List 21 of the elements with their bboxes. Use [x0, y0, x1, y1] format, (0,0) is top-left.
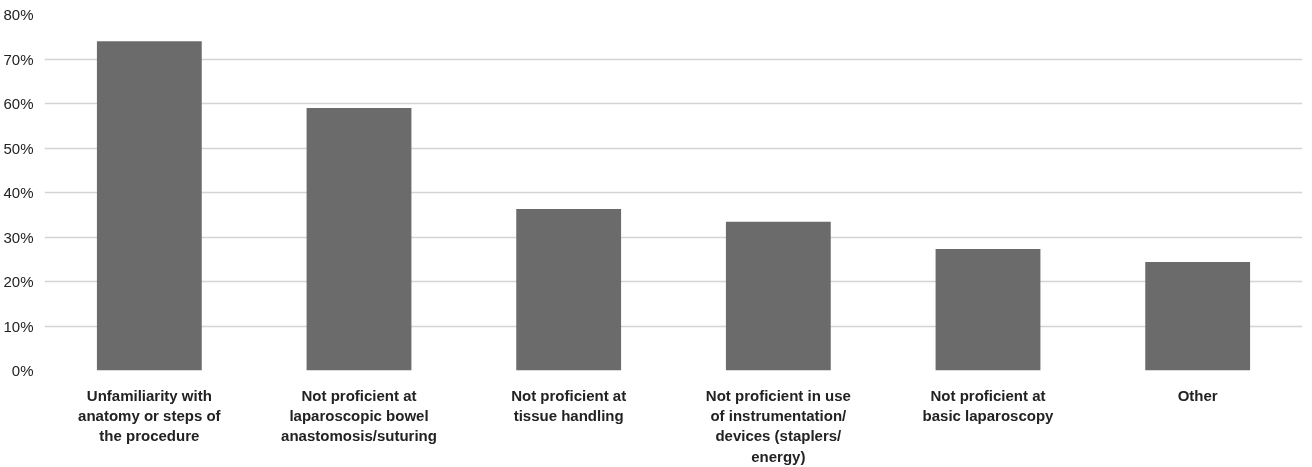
y-tick-label: 60% — [3, 95, 34, 112]
y-tick-label: 70% — [3, 50, 34, 68]
bar — [725, 221, 831, 371]
x-tick-label: Unfamiliarity with anatomy or steps of the procedure — [78, 386, 222, 445]
x-tick-label: Not proficient at basic laparoscopy — [922, 386, 1055, 424]
y-tick-label: 50% — [3, 139, 34, 157]
x-tick-label: Other — [1177, 386, 1218, 404]
bar — [516, 208, 622, 371]
bar — [306, 107, 412, 371]
y-tick-label: 30% — [3, 228, 34, 246]
bar — [935, 249, 1041, 371]
y-tick-label: 0% — [11, 362, 34, 379]
x-tick-label: Not proficient in use of instrumentation/ devices (staplers/ energy) — [705, 386, 851, 465]
y-tick-label: 40% — [3, 184, 34, 201]
y-tick-label: 20% — [3, 273, 34, 290]
x-tick-label: Not proficient at tissue handling — [511, 386, 627, 424]
y-tick-label: 80% — [3, 6, 34, 23]
y-tick-label: 10% — [3, 317, 34, 335]
x-tick-label: Not proficient at laparoscopic bowel anastomosis/suturing — [281, 386, 437, 445]
bar — [1145, 261, 1251, 371]
bar — [96, 41, 202, 371]
